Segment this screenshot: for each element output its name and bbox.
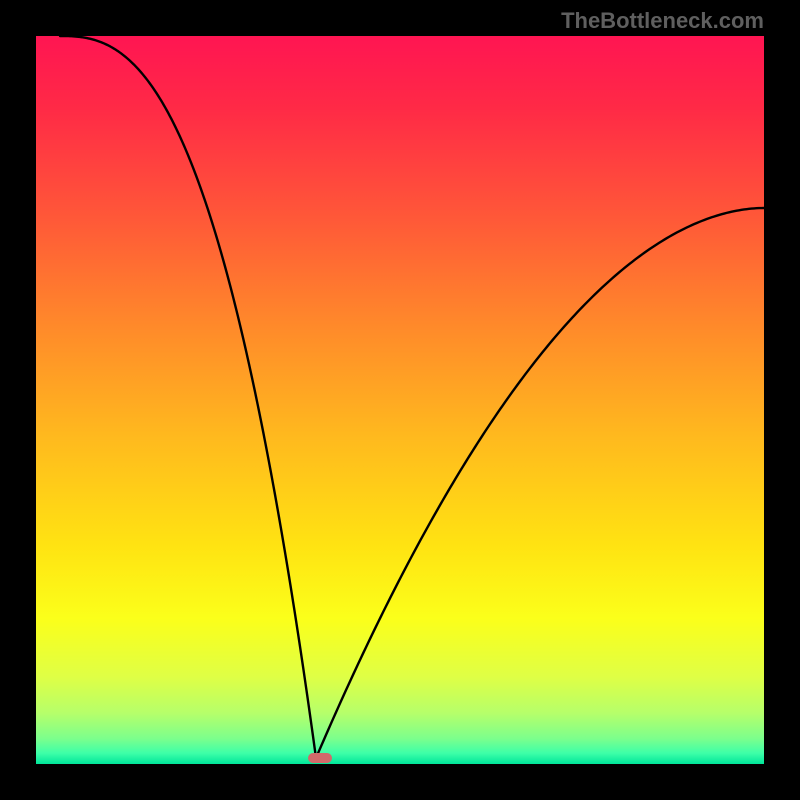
chart-wrapper: TheBottleneck.com [0, 0, 800, 800]
watermark-text: TheBottleneck.com [561, 8, 764, 34]
bottleneck-v-curve [60, 36, 764, 758]
minimum-marker [308, 753, 332, 763]
curve-layer [0, 0, 800, 800]
